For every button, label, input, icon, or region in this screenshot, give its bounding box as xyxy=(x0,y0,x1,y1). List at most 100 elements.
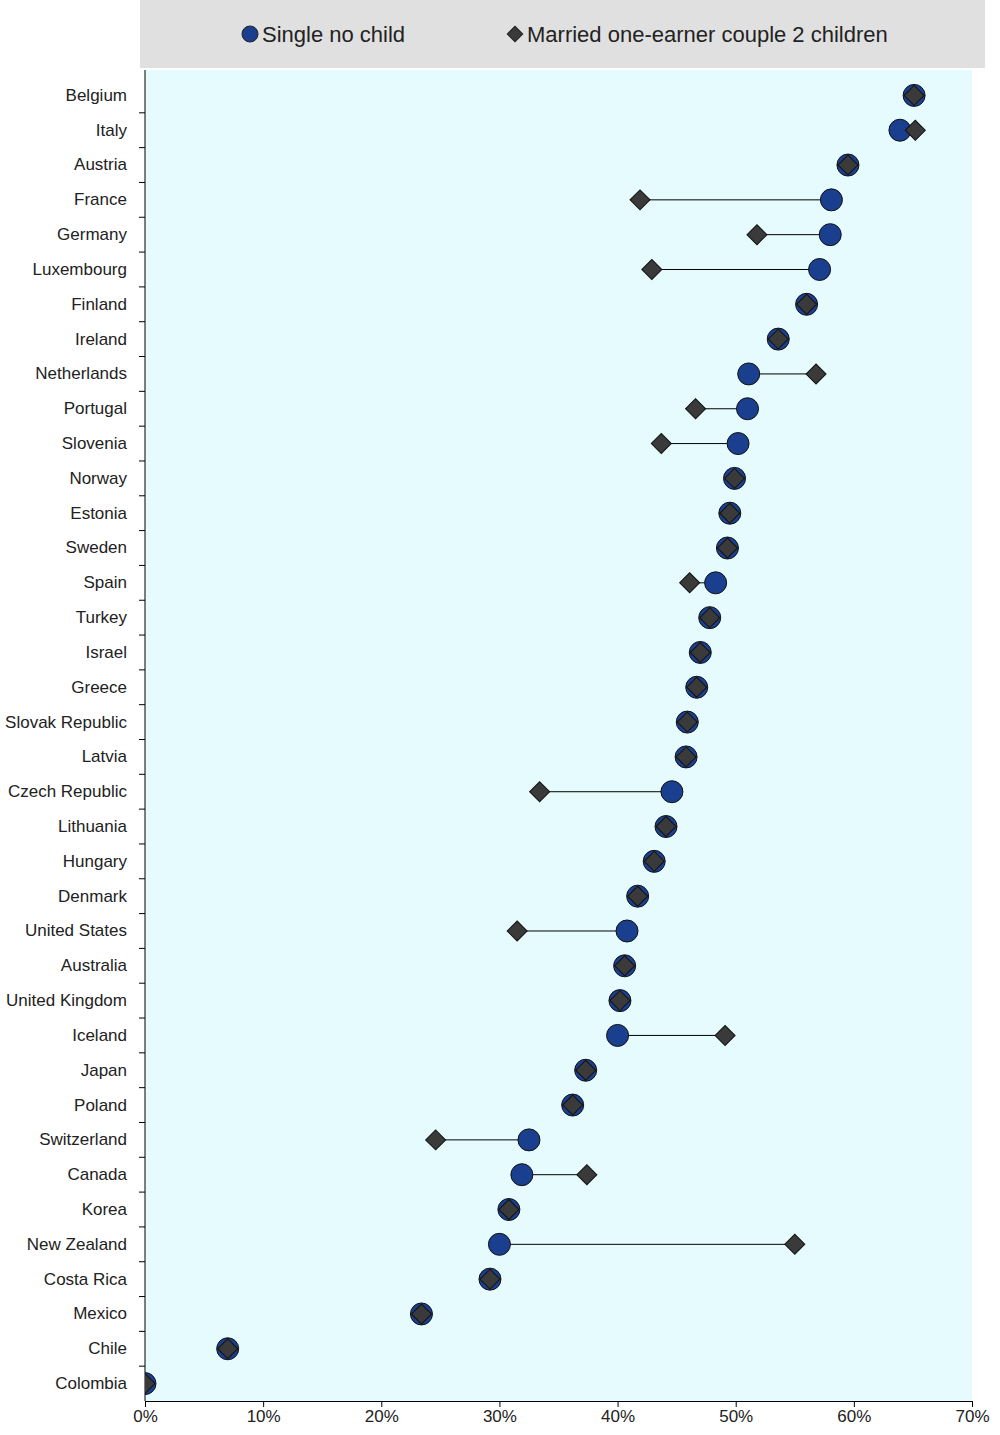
diamond xyxy=(838,155,858,175)
y-tick: Luxembourg xyxy=(32,260,145,279)
x-tick-label: 20% xyxy=(365,1407,399,1426)
y-separator xyxy=(139,1296,145,1297)
connector xyxy=(499,1244,794,1245)
circle xyxy=(796,293,818,315)
diamond xyxy=(677,712,697,732)
y-separator xyxy=(139,356,145,357)
y-tick: Korea xyxy=(82,1200,145,1219)
y-separator xyxy=(139,1226,145,1227)
y-tick: Turkey xyxy=(76,608,145,627)
y-separator xyxy=(139,948,145,949)
circle xyxy=(616,920,638,942)
y-tick-label: Iceland xyxy=(72,1026,127,1045)
circle xyxy=(820,189,842,211)
circle xyxy=(217,1338,239,1360)
circle xyxy=(837,154,859,176)
y-separator xyxy=(139,1366,145,1367)
y-tick: Greece xyxy=(71,678,145,697)
y-separator xyxy=(139,1192,145,1193)
y-separator xyxy=(139,495,145,496)
diamond xyxy=(904,85,924,105)
y-tick: Denmark xyxy=(58,887,145,906)
x-tick-label: 70% xyxy=(955,1407,989,1426)
y-axis-line xyxy=(145,70,146,1401)
circle xyxy=(689,641,711,663)
y-separator xyxy=(139,147,145,148)
circle xyxy=(727,433,749,455)
circle xyxy=(675,746,697,768)
diamond xyxy=(411,1304,431,1324)
y-separator xyxy=(139,321,145,322)
diamond xyxy=(530,782,550,802)
y-tick-label: Netherlands xyxy=(35,364,127,383)
x-tick: 40% xyxy=(601,1401,635,1426)
y-tick: France xyxy=(74,190,145,209)
circle xyxy=(676,711,698,733)
diamond xyxy=(768,329,788,349)
y-tick-label: Hungary xyxy=(63,852,128,871)
diamond xyxy=(651,434,671,454)
x-tick: 60% xyxy=(837,1401,871,1426)
y-separator xyxy=(139,843,145,844)
y-separator xyxy=(139,600,145,601)
y-tick: Czech Republic xyxy=(8,782,145,801)
x-tick-label: 0% xyxy=(133,1407,158,1426)
y-tick: Finland xyxy=(71,295,145,314)
connector xyxy=(618,1035,726,1036)
y-separator xyxy=(139,739,145,740)
circle xyxy=(661,781,683,803)
y-tick-label: Slovak Republic xyxy=(5,713,127,732)
y-tick-label: Colombia xyxy=(55,1374,127,1393)
diamond xyxy=(480,1269,500,1289)
x-tick: 30% xyxy=(483,1401,517,1426)
y-tick: Australia xyxy=(61,956,145,975)
y-tick-label: Canada xyxy=(67,1165,127,1184)
y-separator xyxy=(139,252,145,253)
circle xyxy=(498,1199,520,1221)
y-separator xyxy=(139,1122,145,1123)
legend-symbol xyxy=(242,26,258,42)
y-separator xyxy=(139,669,145,670)
circle xyxy=(410,1303,432,1325)
diamond xyxy=(642,259,662,279)
y-tick: Netherlands xyxy=(35,364,145,383)
y-tick: Portugal xyxy=(64,399,145,418)
circle xyxy=(518,1129,540,1151)
y-tick-label: Austria xyxy=(74,155,127,174)
circle xyxy=(627,885,649,907)
y-tick-label: Czech Republic xyxy=(8,782,128,801)
y-separator xyxy=(139,1087,145,1088)
y-tick: United Kingdom xyxy=(6,991,145,1010)
diamond xyxy=(576,1060,596,1080)
y-tick-label: Chile xyxy=(88,1339,127,1358)
x-tick-label: 30% xyxy=(483,1407,517,1426)
diamond xyxy=(715,1025,735,1045)
y-tick-label: New Zealand xyxy=(27,1235,127,1254)
diamond xyxy=(630,190,650,210)
y-tick-label: Luxembourg xyxy=(32,260,127,279)
y-tick: Israel xyxy=(85,643,145,662)
y-tick-label: Portugal xyxy=(64,399,127,418)
legend: Single no childMarried one-earner couple… xyxy=(140,0,985,68)
y-tick: Hungary xyxy=(63,852,145,871)
y-separator xyxy=(139,704,145,705)
y-tick: New Zealand xyxy=(27,1235,145,1254)
y-tick: Latvia xyxy=(82,747,145,766)
x-tick: 0% xyxy=(133,1401,158,1426)
series-0 xyxy=(145,84,925,1394)
y-separator xyxy=(139,878,145,879)
y-tick: Iceland xyxy=(72,1026,145,1045)
y-separator xyxy=(139,1052,145,1053)
diamond xyxy=(507,921,527,941)
circle xyxy=(738,363,760,385)
y-tick: Japan xyxy=(81,1061,145,1080)
y-separator xyxy=(139,809,145,810)
y-separator xyxy=(139,1157,145,1158)
diamond xyxy=(690,642,710,662)
y-tick-label: Denmark xyxy=(58,887,127,906)
connector xyxy=(661,443,738,444)
circle xyxy=(479,1268,501,1290)
diamond xyxy=(686,399,706,419)
circle xyxy=(809,258,831,280)
legend-label: Married one-earner couple 2 children xyxy=(527,22,888,47)
